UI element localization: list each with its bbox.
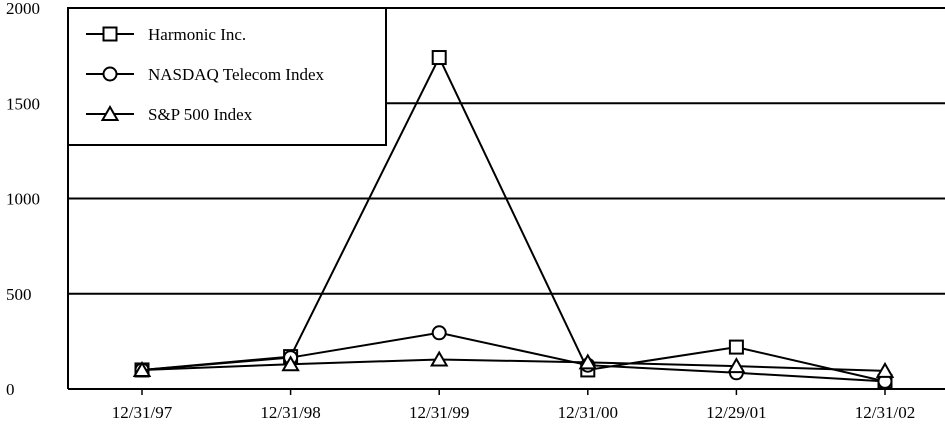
data-point — [431, 50, 447, 66]
x-tick-label: 12/29/01 — [706, 403, 766, 422]
legend-label: S&P 500 Index — [148, 105, 253, 124]
x-tick-label: 12/31/97 — [112, 403, 173, 422]
legend-label: NASDAQ Telecom Index — [148, 65, 325, 84]
y-tick-label: 2000 — [6, 0, 40, 18]
x-tick-label: 12/31/98 — [260, 403, 320, 422]
y-tick-label: 1000 — [6, 190, 40, 209]
legend-item: Harmonic Inc. — [86, 25, 246, 44]
x-tick-label: 12/31/99 — [409, 403, 469, 422]
y-tick-label: 0 — [6, 380, 15, 399]
data-point — [728, 339, 744, 355]
data-point — [875, 361, 895, 378]
data-point — [578, 353, 598, 370]
series-line — [141, 331, 886, 383]
data-point — [431, 325, 447, 341]
series-triangle — [132, 350, 895, 378]
legend: Harmonic Inc. NASDAQ Telecom Index S&P 500… — [67, 7, 387, 146]
legend-box — [67, 7, 387, 146]
x-tick-label: 12/31/02 — [855, 403, 915, 422]
legend-item: S&P 500 Index — [86, 104, 253, 124]
legend-item: NASDAQ Telecom Index — [86, 65, 325, 84]
x-tick-label: 12/31/00 — [558, 403, 618, 422]
legend-marker — [102, 26, 118, 42]
legend-label: Harmonic Inc. — [148, 25, 246, 44]
series-line — [141, 358, 886, 372]
y-tick-label: 500 — [6, 285, 32, 304]
data-point — [132, 360, 152, 377]
data-point — [281, 355, 300, 372]
legend-marker — [102, 66, 118, 82]
data-point — [727, 357, 746, 374]
series-lines — [132, 50, 895, 389]
legend-marker — [100, 104, 120, 121]
axes: 0 500 1000 1500 2000 12/31/97 12/31/98 12/31/99… — [6, 0, 945, 422]
y-tick-label: 1500 — [6, 94, 40, 113]
data-point — [429, 350, 449, 367]
